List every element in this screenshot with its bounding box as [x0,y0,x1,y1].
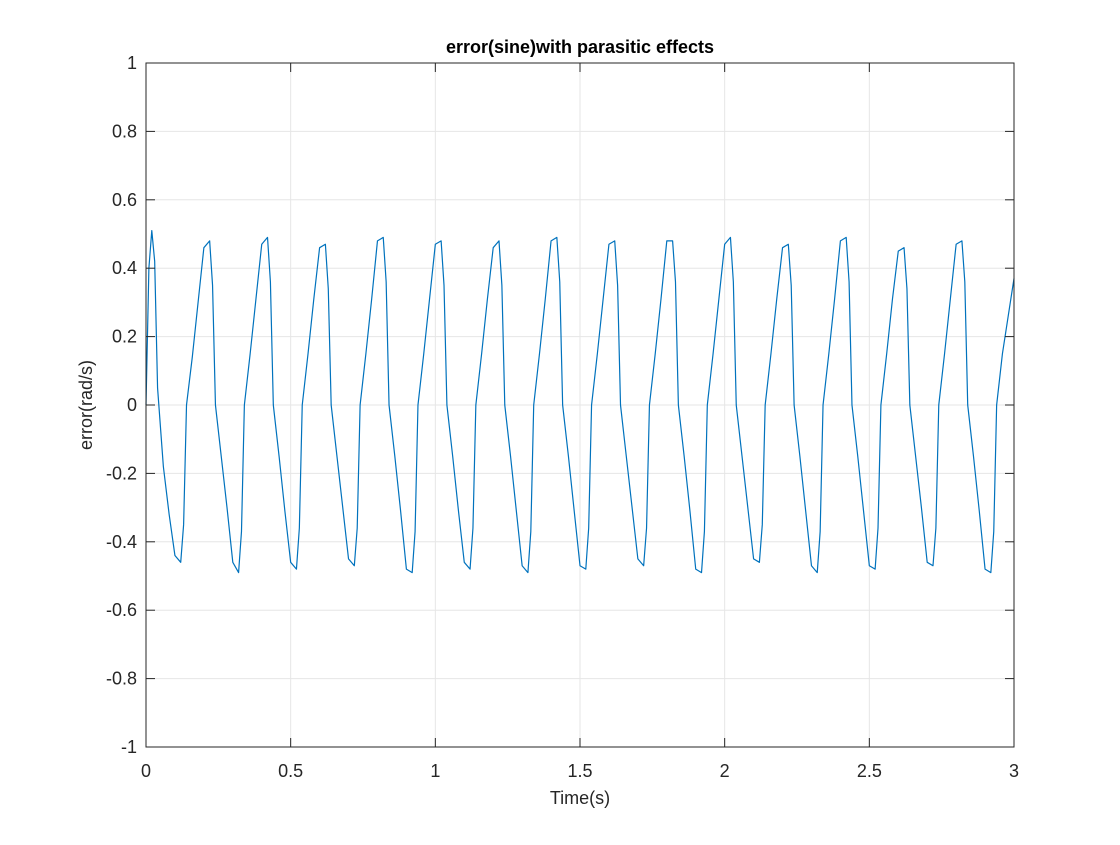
y-tick-label: -0.8 [106,669,137,689]
y-tick-label: -0.6 [106,600,137,620]
x-tick-labels: 0 0.5 1 1.5 2 2.5 3 [141,761,1019,781]
y-tick-label: 0.2 [112,327,137,347]
y-tick-label: 1 [127,53,137,73]
y-tick-label: -0.2 [106,463,137,483]
series-line-error [145,229,1015,574]
y-axis-label: error(rad/s) [76,360,96,450]
y-tick-label: 0.4 [112,258,137,278]
y-tick-label: -1 [121,737,137,757]
y-tick-label: 0.6 [112,190,137,210]
chart-title: error(sine)with parasitic effects [446,37,714,57]
series-layer [145,229,1015,574]
y-tick-label: 0 [127,395,137,415]
x-tick-label: 2.5 [857,761,882,781]
x-tick-label: 1 [430,761,440,781]
y-tick-label: 0.8 [112,121,137,141]
x-tick-label: 0 [141,761,151,781]
x-tick-label: 0.5 [278,761,303,781]
x-tick-label: 3 [1009,761,1019,781]
y-tick-label: -0.4 [106,532,137,552]
x-axis-label: Time(s) [550,788,610,808]
x-tick-label: 1.5 [567,761,592,781]
tick-marks [145,62,1015,748]
y-tick-labels: 1 0.8 0.6 0.4 0.2 0 -0.2 -0.4 -0.6 -0.8 -1 [106,53,137,757]
x-tick-label: 2 [720,761,730,781]
